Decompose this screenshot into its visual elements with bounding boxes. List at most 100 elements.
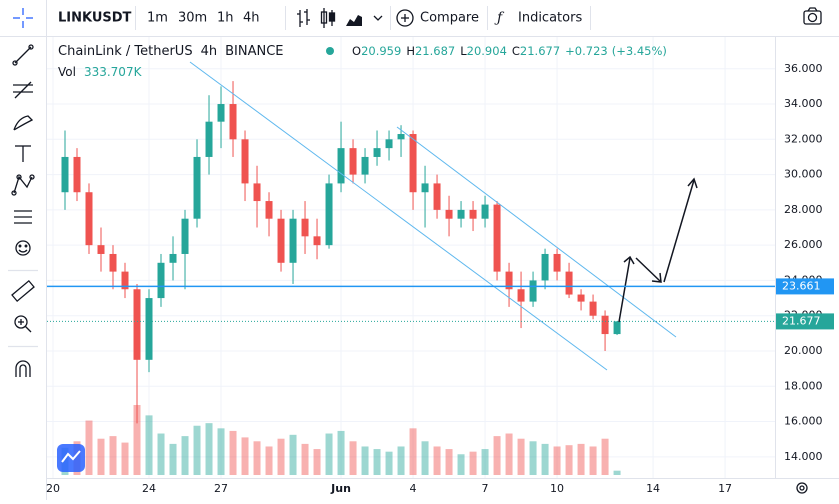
volume-bar [529,441,537,475]
ruler-tool[interactable] [11,279,35,303]
interval-button[interactable]: 4h [243,11,260,26]
volume-bar [301,443,309,475]
compare-button[interactable]: Compare [396,9,479,27]
candle-body [265,201,273,219]
candle-body [457,209,465,219]
logo[interactable] [57,444,85,472]
volume-bar [277,438,285,475]
symbol[interactable]: LINKUSDT [58,11,132,26]
exchange: BINANCE [225,44,283,59]
candle-body [613,321,621,335]
candle-body [61,156,69,193]
interval-group: 1m 30m 1h 4h [147,11,260,26]
brush-tool[interactable] [13,115,34,131]
overlay-layer [47,61,775,371]
candle-body [529,280,537,302]
fib-tool[interactable] [13,81,33,99]
ohlc-value: 21.677 [520,44,560,58]
hline-price-label: 23.661 [782,279,821,292]
y-tick-label: 34.000 [784,97,823,110]
ohlc-letter: O [352,44,361,58]
volume-bar [121,442,129,475]
candle-body [517,289,525,302]
icon-tool[interactable] [15,240,31,256]
interval-button[interactable]: 1h [217,11,234,26]
trend-line-tool[interactable] [12,44,34,66]
bar-style-button[interactable] [297,9,310,27]
interval-button[interactable]: 30m [178,11,207,26]
candle-body [433,183,441,210]
candle-body [337,148,345,184]
y-tick-label: 28.000 [784,203,823,216]
last-price-label: 21.677 [782,314,821,327]
candle-body [157,262,165,299]
candle-body [253,183,261,202]
drawing-tools [8,44,38,377]
volume-bar [457,454,465,475]
candle-body [73,156,81,193]
chart-type-dropdown[interactable] [373,15,383,21]
candle-body [229,104,237,140]
candle-layer [61,81,621,424]
compare-label[interactable]: Compare [420,11,479,26]
volume-bar [493,436,501,475]
magnet-tool[interactable] [15,360,31,377]
volume-bar [145,415,153,475]
volume-bar [433,446,441,475]
volume-bar [181,436,189,475]
prediction-tool[interactable] [14,210,32,224]
candle-body [313,236,321,246]
volume-bar [229,430,237,475]
candle-body [385,139,393,149]
y-tick-label: 26.000 [784,238,823,251]
x-tick-label: 4 [410,482,417,495]
candle-body [505,271,513,290]
pattern-tool[interactable] [11,174,35,196]
snapshot-button[interactable] [803,7,822,25]
text-tool[interactable] [15,145,31,162]
ohlc-letter: H [406,44,415,58]
projection-arrows [618,177,698,323]
volume-name: Vol [58,65,76,79]
indicators-button[interactable]: ƒ Indicators [494,10,582,26]
volume-bar [361,446,369,475]
crosshair-tool[interactable] [13,8,33,28]
y-tick-label: 20.000 [784,344,823,357]
settings-button[interactable] [796,482,808,494]
volume-bar [553,446,561,475]
x-tick-label: 17 [718,482,732,495]
volume-bar [157,433,165,475]
x-tick-label: 7 [482,482,489,495]
candle-body [241,139,249,184]
volume-bar [469,451,477,475]
volume-bar [577,443,585,475]
candle-body [361,156,369,175]
area-button[interactable] [346,15,362,26]
candles-button[interactable] [320,8,336,28]
symbol-name: ChainLink / TetherUS [58,44,193,59]
candle-body [565,271,573,295]
candle-body [193,156,201,219]
volume-bar [589,446,597,475]
y-tick-label: 14.000 [784,450,823,463]
candle-body [325,183,333,246]
indicators-label[interactable]: Indicators [518,11,582,26]
candle-body [205,121,213,157]
status-dot [326,47,334,55]
candle-body [217,104,225,122]
candle-body [277,218,285,263]
candle-body [145,298,153,360]
candle-body [589,301,597,316]
candle-body [133,289,141,360]
interval-button[interactable]: 1m [147,11,168,26]
volume-bar [541,443,549,475]
zoom-tool[interactable] [14,315,32,333]
candle-body [469,209,477,219]
volume-bar [505,433,513,475]
axes: 14.00016.00018.00020.00022.00024.00026.0… [46,62,834,495]
y-tick-label: 32.000 [784,132,823,145]
candle-body [553,253,561,272]
y-tick-label: 36.000 [784,62,823,75]
